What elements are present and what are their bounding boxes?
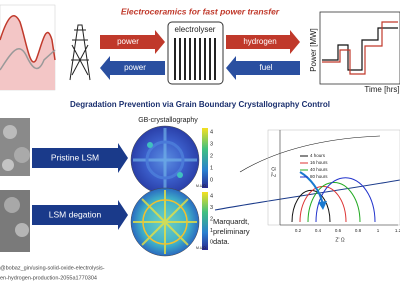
colorbar-unit: M.U.D — [196, 184, 206, 188]
source-line: en-hydrogen-production-2055a1770304 — [0, 275, 97, 281]
line — [0, 48, 56, 71]
arrow — [100, 56, 165, 80]
plate — [214, 38, 216, 80]
legend-label: 16 hours — [310, 160, 328, 165]
label-arrow — [32, 200, 128, 230]
arrowhead — [318, 201, 327, 210]
axis-label: Time [hrs] — [364, 85, 399, 94]
note: preliminary — [213, 227, 250, 236]
grain — [4, 197, 20, 213]
x-tick-label: 1 — [377, 228, 380, 233]
sample-label: Pristine LSM — [51, 152, 99, 162]
grain — [15, 223, 29, 237]
colorbar — [202, 128, 208, 188]
arrow — [100, 30, 165, 54]
arrow — [226, 30, 300, 54]
legend-label: 4 hours — [310, 153, 326, 158]
curve — [291, 189, 331, 223]
pylon — [69, 24, 91, 81]
power-line — [322, 21, 398, 75]
note: data. — [213, 237, 230, 246]
colorbar-tick: 4 — [210, 129, 213, 135]
x-tick-label: 1.2 — [395, 228, 400, 233]
axis-label: Z' Ω — [335, 237, 344, 243]
flow-label: power — [124, 63, 146, 72]
legend-label: 80 hours — [310, 174, 328, 179]
pattern — [142, 199, 188, 245]
plate — [174, 38, 176, 80]
highlight-arrow — [299, 171, 324, 206]
colorbar-unit: M.U.D — [196, 246, 206, 250]
pattern — [145, 140, 185, 180]
flow-label: power — [117, 37, 139, 46]
colorbar-tick: 1 — [210, 228, 213, 234]
plate — [179, 38, 181, 80]
grain — [14, 147, 30, 163]
plot-frame — [267, 129, 400, 226]
plate — [194, 38, 196, 80]
stack — [174, 38, 216, 80]
colorbar-tick: 3 — [210, 205, 213, 211]
curve — [307, 181, 361, 223]
colorbar-tick: 1 — [210, 165, 213, 171]
x-tick-label: 0.2 — [295, 228, 302, 233]
colorbar-tick: 2 — [210, 153, 213, 159]
flow-label: hydrogen — [243, 37, 276, 46]
area — [0, 15, 55, 91]
x-tick-label: 0.8 — [355, 228, 362, 233]
colorbar-tick: 4 — [210, 193, 213, 199]
subtitle: GB-crystallography — [138, 117, 198, 124]
axis-label: Power [MW] — [309, 28, 318, 72]
pattern — [133, 190, 197, 254]
x-tick-label: 0.6 — [335, 228, 342, 233]
line — [0, 15, 56, 63]
pattern — [177, 172, 183, 178]
plate — [184, 38, 186, 80]
sample-label: LSM degation — [49, 209, 102, 219]
pylon-icon — [69, 24, 91, 81]
source-chart — [0, 4, 56, 91]
power-plot-frame — [319, 11, 400, 85]
source-line: @bobaz_gin/using-solid-oxide-electrolysi… — [0, 265, 105, 271]
callout-line — [239, 135, 381, 173]
x-tick-label: 0.4 — [315, 228, 322, 233]
plate — [189, 38, 191, 80]
plate — [209, 38, 211, 80]
callout-line — [214, 179, 400, 211]
power-line — [322, 27, 398, 71]
section-title: Degradation Prevention via Grain Boundar… — [70, 100, 330, 109]
axes — [279, 130, 398, 226]
flow-label: fuel — [260, 63, 273, 72]
colorbar-tick: 2 — [210, 216, 213, 222]
plate — [199, 38, 201, 80]
plate — [204, 38, 206, 80]
axis-label: Z'' Ω — [271, 167, 277, 177]
note: Marquardt, — [213, 217, 249, 226]
pattern — [147, 142, 153, 148]
colorbar-tick: 0 — [210, 239, 213, 245]
header-title: Electroceramics for fast power transfer — [121, 6, 280, 16]
legend: 4 hours 16 hours 40 hours 80 hours — [300, 153, 328, 179]
electrolyser-label: electrolyser — [175, 25, 216, 34]
colorbar-tick: 3 — [210, 141, 213, 147]
colorbar-tick: 0 — [210, 177, 213, 183]
grain — [2, 159, 14, 171]
colorbar — [202, 192, 208, 250]
grain — [3, 125, 17, 139]
x-ticks: 0.2 0.4 0.6 0.8 1 1.2 — [295, 228, 400, 233]
label-arrow — [32, 143, 128, 173]
legend-label: 40 hours — [310, 167, 328, 172]
arrow — [226, 56, 300, 80]
pattern — [133, 128, 197, 192]
colorbar-ticks: 4 3 2 1 0 M.U.D 4 3 2 1 0 M.U.D — [196, 129, 213, 249]
